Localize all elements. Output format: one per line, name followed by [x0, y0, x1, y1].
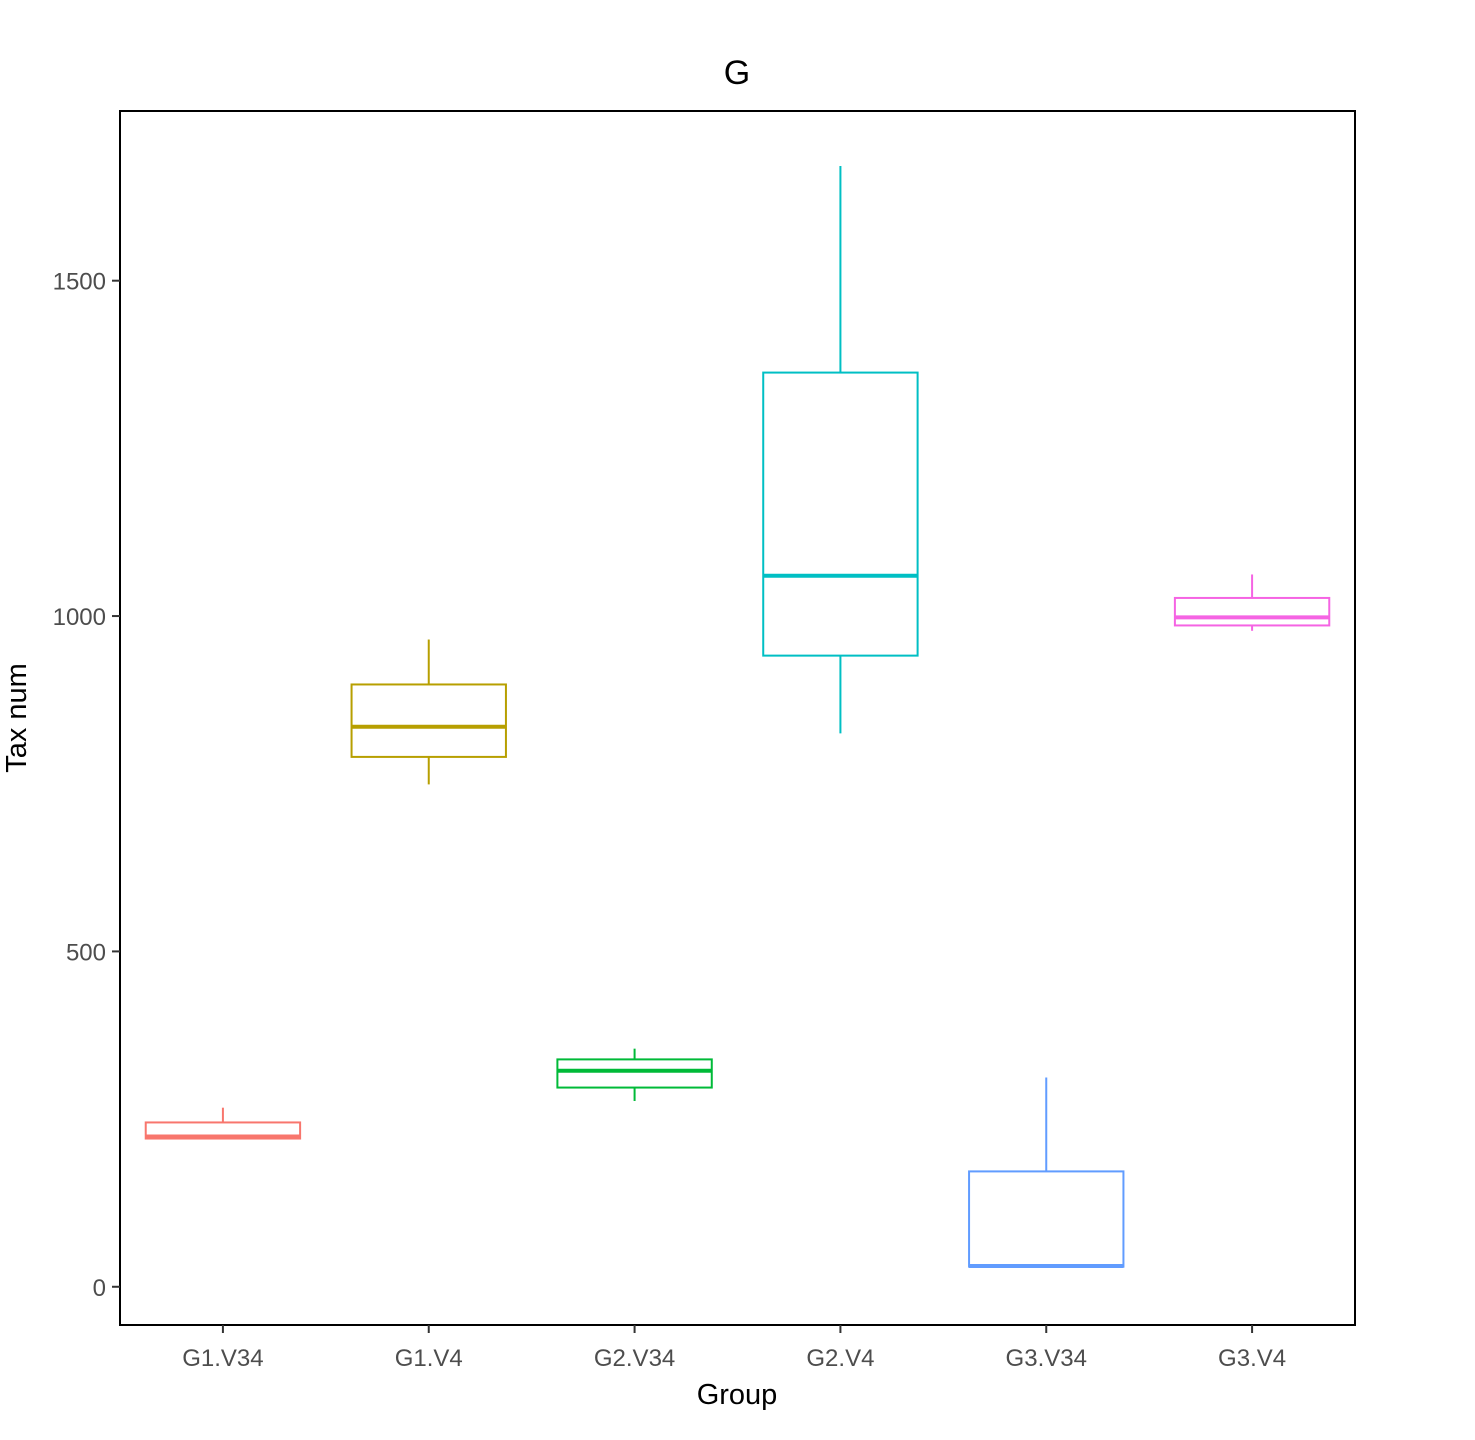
chart-title: G [724, 54, 750, 92]
box-iqr [968, 1170, 1125, 1268]
y-tick-label: 1000 [53, 604, 106, 631]
box-iqr [762, 371, 919, 657]
x-tick-label: G3.V4 [1218, 1345, 1286, 1372]
y-axis-label: Tax num [1, 663, 33, 773]
y-tick-label: 0 [93, 1275, 106, 1302]
x-tick-label: G3.V34 [1006, 1345, 1087, 1372]
box-G3.V4 [1173, 574, 1331, 631]
y-tick-label: 1500 [53, 269, 106, 296]
y-axis: 0 500 1000 1500 [53, 269, 120, 1302]
y-tick-label: 500 [66, 939, 106, 966]
box-G1.V34 [144, 1107, 302, 1140]
x-axis-label: Group [697, 1379, 778, 1411]
x-axis: G1.V34 G1.V4 G2.V34 G2.V4 G3.V34 G3.V4 [182, 1325, 1286, 1372]
box-G3.V34 [968, 1077, 1125, 1268]
box-G2.V34 [556, 1048, 713, 1101]
box-iqr [350, 683, 507, 758]
x-tick-label: G2.V34 [594, 1345, 675, 1372]
box-iqr [144, 1121, 302, 1140]
box-G1.V4 [350, 639, 507, 785]
box-iqr [556, 1058, 713, 1089]
x-tick-label: G1.V4 [395, 1345, 463, 1372]
x-tick-label: G2.V4 [806, 1345, 874, 1372]
boxes [144, 165, 1331, 1268]
box-G2.V4 [762, 165, 919, 734]
plot-panel [119, 110, 1356, 1326]
x-tick-label: G1.V34 [182, 1345, 263, 1372]
box-iqr [1173, 596, 1331, 627]
